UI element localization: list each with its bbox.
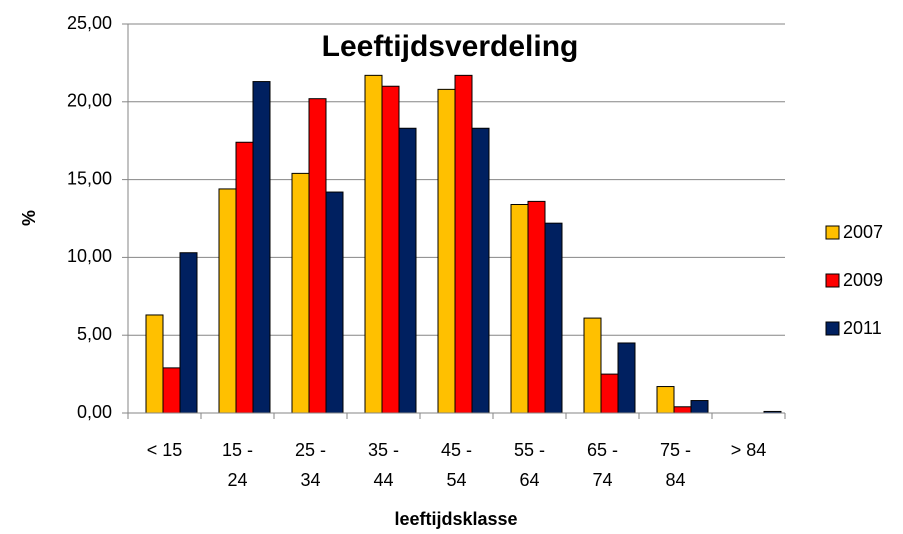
x-tick-label: 55 -64 <box>514 440 545 490</box>
bar <box>600 373 619 414</box>
x-tick-label: < 15 <box>147 440 183 460</box>
x-tick-label: 65 -74 <box>587 440 618 490</box>
bar <box>471 127 490 414</box>
legend-label: 2011 <box>843 318 882 338</box>
bar <box>364 74 383 414</box>
legend-swatch <box>825 273 840 288</box>
bar <box>162 367 181 414</box>
x-tick-label: 25 -34 <box>295 440 326 490</box>
bar <box>398 127 417 414</box>
y-tick-label: 20,00 <box>67 91 112 111</box>
x-axis-label: leeftijdsklasse <box>394 509 517 529</box>
bar <box>291 172 310 414</box>
y-tick-label: 15,00 <box>67 168 112 188</box>
bar <box>454 74 473 414</box>
bar <box>656 386 675 414</box>
y-tick-label: 5,00 <box>77 324 112 344</box>
bar <box>527 200 546 414</box>
x-tick-label: > 84 <box>731 440 767 460</box>
bar <box>381 85 400 414</box>
y-tick-label: 25,00 <box>67 13 112 33</box>
x-tick-label: 75 -84 <box>660 440 691 490</box>
x-tick-label: 15 -24 <box>222 440 253 490</box>
bar <box>673 406 692 414</box>
y-tick-label: 0,00 <box>77 402 112 422</box>
chart-title: Leeftijdsverdeling <box>322 30 579 63</box>
x-tick-label: 35 -44 <box>368 440 399 490</box>
bar <box>235 141 254 414</box>
bar <box>145 314 164 414</box>
bar <box>617 342 636 414</box>
bar <box>325 191 344 414</box>
legend-label: 2009 <box>843 270 883 290</box>
bar <box>308 98 327 414</box>
x-tick-label: 45 -54 <box>441 440 472 490</box>
legend-swatch <box>825 225 840 240</box>
bar <box>544 222 563 414</box>
bar <box>510 203 529 414</box>
legend-label: 2007 <box>843 222 883 242</box>
legend-swatch <box>825 321 840 336</box>
bar <box>179 252 198 414</box>
bar <box>252 81 271 414</box>
bar <box>583 317 602 414</box>
y-axis-label: % <box>19 210 39 226</box>
bar <box>690 400 709 414</box>
bar <box>218 188 237 414</box>
y-tick-label: 10,00 <box>67 246 112 266</box>
bar <box>437 88 456 414</box>
